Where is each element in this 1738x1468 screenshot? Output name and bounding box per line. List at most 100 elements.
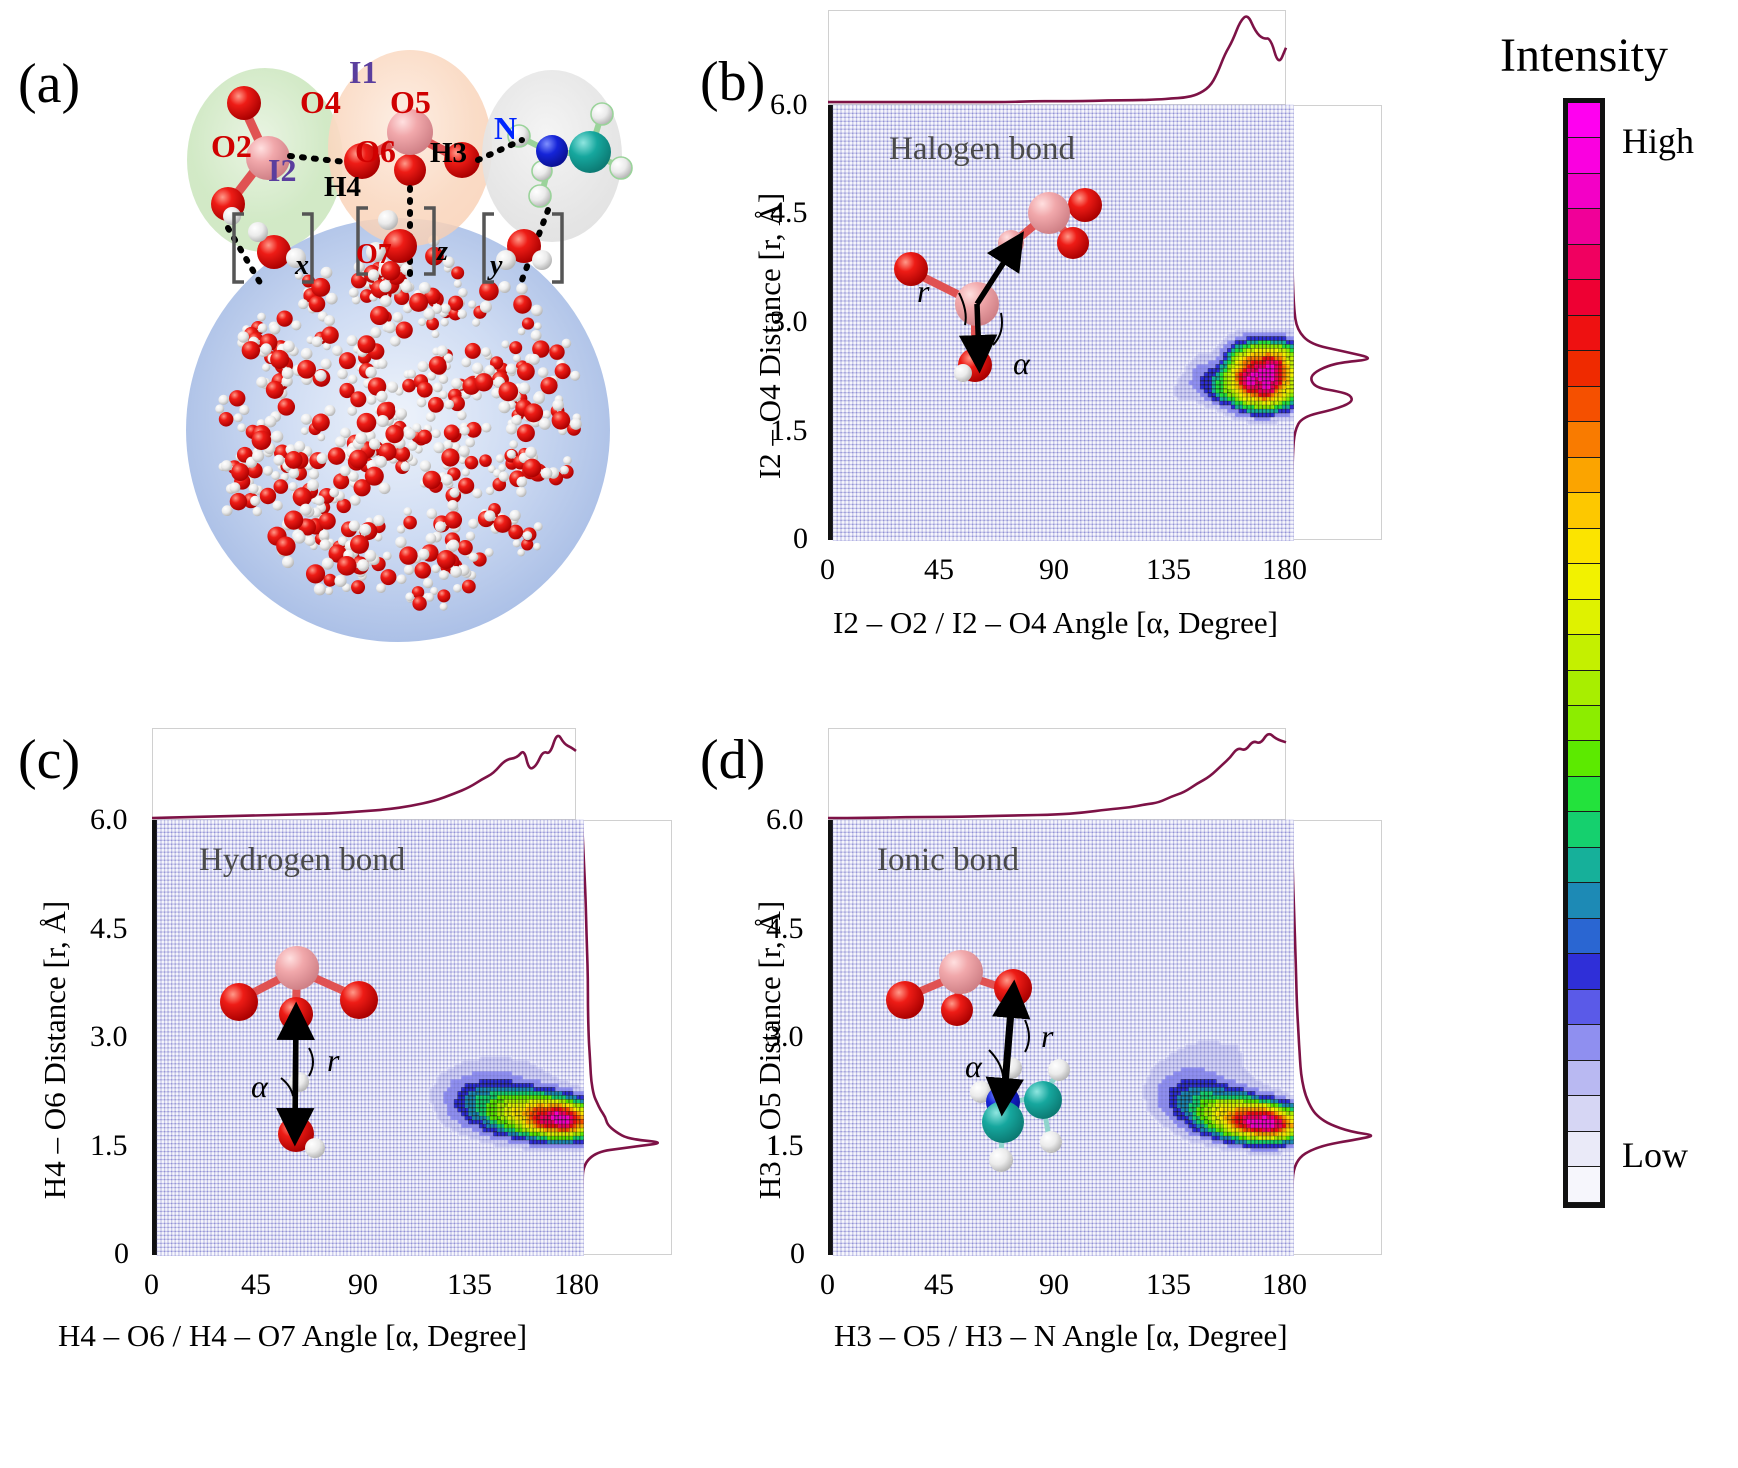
hydrogen-atom (299, 503, 312, 516)
panel-b-xaxis-title: I2 – O2 / I2 – O4 Angle [α, Degree] (833, 605, 1278, 640)
colorbar-segment (1568, 173, 1600, 210)
panel-c-ytick-45: 4.5 (90, 912, 128, 945)
density-contour-band (832, 104, 1294, 541)
hydrogen-atom (512, 539, 521, 548)
oxygen-atom (394, 446, 411, 462)
density-contour-band (832, 819, 1294, 1256)
oxygen-atom (426, 317, 439, 331)
oxygen-atom (457, 540, 473, 556)
hydrogen-atom (294, 440, 306, 452)
hydrogen-atom (430, 587, 439, 596)
oxygen-atom (284, 451, 303, 469)
hydrogen-atom (376, 414, 389, 428)
colorbar-segment (1568, 386, 1600, 423)
hydrogen-atom (484, 548, 494, 557)
hydrogen-atom (425, 592, 435, 602)
hydrogen-atom (517, 327, 526, 336)
hydrogen-atom (431, 330, 440, 339)
colorbar-segment (1568, 1167, 1600, 1203)
hydrogen-atom (440, 318, 449, 327)
oxygen-atom (516, 424, 535, 443)
hydrogen-atom (218, 394, 229, 405)
hydrogen-atom (498, 280, 511, 293)
hydrogen-atom (425, 412, 436, 422)
hydrogen-atom (250, 495, 261, 506)
hydrogen-atom (402, 303, 413, 314)
hydrogen-atom (389, 335, 401, 347)
panel-c: (c) r α Hydrogen bond 6.0 4. (0, 670, 690, 1468)
hydrogen-atom (525, 446, 537, 459)
colorbar-segment (1568, 422, 1600, 458)
hydrogen-atom (442, 440, 453, 450)
panel-d: (d) (690, 670, 1400, 1468)
oxygen-atom (417, 429, 432, 445)
water-cluster-sphere (186, 218, 610, 642)
oxygen-atom (338, 352, 356, 370)
panel-b-xtick-180: 180 (1262, 553, 1307, 586)
hydrogen-atom (426, 508, 438, 520)
panel-b-ytick-30: 3.0 (770, 305, 808, 338)
hydrogen-atom (542, 410, 551, 419)
hydrogen-atom (484, 510, 496, 522)
hydrogen-atom (481, 347, 491, 357)
hydrogen-atom (271, 430, 284, 443)
hydrogen-atom (530, 330, 542, 341)
oxygen-atom (427, 396, 444, 413)
hydrogen-atom (350, 495, 361, 506)
panel-b-xtick-0: 0 (820, 553, 835, 586)
hydrogen-atom (346, 335, 358, 347)
panel-c-inset-molecule (220, 946, 378, 1158)
panel-b-yaxis-title: I2 – O4 Distance [r, Å] (752, 192, 787, 480)
hydrogen-atom (320, 266, 333, 279)
oxygen-atom (229, 390, 246, 407)
hydrogen-atom (505, 423, 518, 435)
hydrogen-atom (441, 474, 453, 486)
panel-b-ytick-45: 4.5 (770, 196, 808, 229)
hydrogen-atom (313, 583, 326, 596)
hydrogen-atom (329, 487, 340, 498)
panel-d-inset-molecule (886, 950, 1070, 1172)
hydrogen-atom (378, 482, 391, 495)
oxygen-atom (273, 479, 289, 494)
oxygen-atom (305, 564, 326, 584)
hydrogen-atom (458, 456, 467, 464)
oxygen-atom (493, 514, 512, 533)
colorbar-segment (1568, 457, 1600, 494)
hydrogen-atom (379, 280, 392, 293)
hydrogen-atom (396, 574, 407, 585)
oxygen-atom (311, 277, 331, 297)
colorbar-segment (1568, 670, 1600, 706)
oxygen-atom (402, 378, 416, 393)
hydrogen-atom (379, 295, 392, 307)
oxygen-atom (350, 534, 370, 554)
hydrogen-atom (465, 437, 476, 448)
colorbar-group: Intensity High Low (1400, 0, 1738, 1300)
hydrogen-atom (417, 361, 429, 373)
hydrogen-atom (400, 461, 411, 472)
panel-c-top-marginal-curve (151, 734, 577, 820)
hydrogen-atom (433, 442, 445, 454)
hydrogen-atom (384, 321, 396, 334)
panel-d-xtick-180: 180 (1262, 1268, 1307, 1301)
oxygen-atom (436, 550, 456, 570)
oxygen-atom (380, 261, 401, 281)
hydrogen-atom (458, 445, 470, 457)
hydrogen-atom (459, 425, 470, 436)
hydrogen-atom (252, 450, 265, 463)
atom-label-H4: H4 (324, 171, 362, 203)
panel-b-ytick-0: 0 (793, 522, 808, 555)
panel-c-ytick-6: 6.0 (90, 803, 128, 836)
colorbar-segment (1568, 918, 1600, 955)
hydrogen-atom (257, 323, 268, 333)
oxygen-atom (308, 295, 326, 313)
hydrogen-atom (348, 471, 359, 482)
hydrogen-atom (479, 300, 492, 313)
hydrogen-atom (273, 454, 285, 466)
hydrogen-atom (307, 479, 319, 491)
hydrogen-atom (400, 281, 413, 293)
oxygen-atom (441, 448, 460, 467)
oxygen-atom (464, 455, 479, 470)
oxygen-atom (277, 398, 296, 416)
atom-label-O7: O7 (356, 239, 392, 270)
oxygen-atom (399, 546, 418, 565)
